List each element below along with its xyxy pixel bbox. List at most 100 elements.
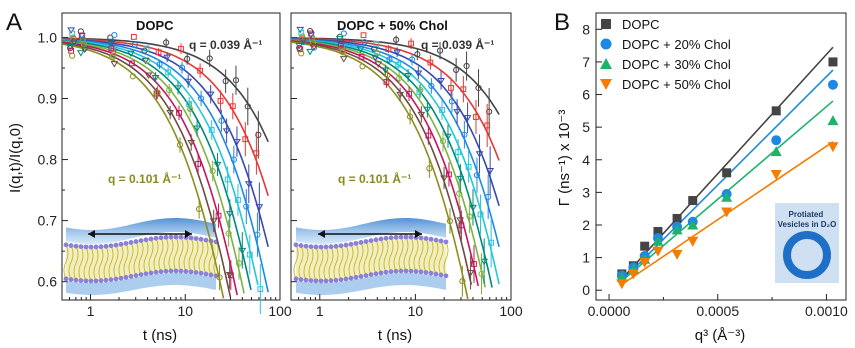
lipid-head <box>173 268 179 274</box>
lipid-head <box>443 273 449 279</box>
lipid-tail <box>373 239 379 274</box>
lipid-tail <box>408 236 414 272</box>
lipid-tail <box>108 245 114 280</box>
data-point <box>255 204 264 211</box>
lipid-head <box>73 243 79 249</box>
data-point <box>463 115 472 122</box>
lipid-head <box>403 268 409 274</box>
axis-ticks: 0.0000 0.0005 0.0010 0 1 2 3 4 5 6 7 8 <box>582 21 848 319</box>
data-point <box>143 45 150 52</box>
data-point <box>195 160 202 167</box>
lipid-head <box>193 236 199 241</box>
data-point <box>144 72 153 80</box>
y-tick-label: 6 <box>582 87 590 103</box>
data-point <box>827 142 839 153</box>
data-point <box>208 127 215 133</box>
lipid-tail <box>348 244 354 279</box>
annotation-q-low: q = 0.039 Å⁻¹ <box>421 37 494 52</box>
lipid-tail <box>363 241 369 276</box>
lipid-head <box>333 243 339 249</box>
lipid-head <box>348 241 354 247</box>
fit-curve <box>290 41 469 300</box>
lipid-head <box>108 243 114 249</box>
lipid-tail <box>158 237 164 272</box>
lipid-head <box>133 239 139 244</box>
lipid-head <box>383 235 389 241</box>
data-point <box>166 109 175 117</box>
arrow-head <box>88 230 95 238</box>
lipid-head <box>368 272 374 277</box>
data-points <box>66 27 264 314</box>
data-point <box>184 55 191 62</box>
data-point <box>154 89 161 96</box>
x-axis-label: q³ (Å⁻³) <box>695 327 745 344</box>
data-point <box>198 95 205 102</box>
data-point <box>453 109 462 116</box>
data-point <box>408 56 416 63</box>
lipid-head <box>113 242 119 248</box>
lipid-head <box>88 278 94 284</box>
data-point <box>439 138 447 145</box>
data-point <box>600 79 612 90</box>
bilayer-core <box>66 237 216 281</box>
x-tick-label: 0.0000 <box>588 303 631 319</box>
data-point <box>106 38 115 46</box>
data-point <box>339 56 348 63</box>
data-point <box>627 269 639 280</box>
lipid-head <box>103 277 109 283</box>
data-point <box>225 272 234 279</box>
lipid-head <box>408 268 414 274</box>
lipid-head <box>113 276 119 282</box>
data-point <box>246 251 253 258</box>
lipid-head <box>163 268 169 274</box>
lipid-tail <box>168 236 174 272</box>
lipid-head <box>133 273 139 278</box>
lipid-head <box>383 269 389 275</box>
data-point <box>440 175 448 182</box>
data-point <box>222 78 229 85</box>
data-point <box>395 61 402 68</box>
data-point <box>213 161 222 169</box>
y-tick-label: 0.7 <box>38 213 58 229</box>
y-tick-label: 0 <box>582 282 590 298</box>
data-point <box>69 30 76 37</box>
data-point <box>640 241 650 251</box>
fit-curve <box>290 39 493 288</box>
data-point <box>396 91 405 99</box>
lipid-head <box>403 234 409 240</box>
lipid-tail <box>338 245 344 280</box>
data-point <box>426 165 433 172</box>
lipid-head <box>303 243 309 249</box>
data-point <box>300 38 307 46</box>
data-point <box>453 66 460 73</box>
lipid-head <box>308 244 314 249</box>
data-point <box>417 111 426 119</box>
lipid-head <box>423 236 429 241</box>
data-point <box>466 269 475 277</box>
lipid-tail <box>183 237 189 272</box>
data-point <box>178 64 186 71</box>
data-point <box>193 125 201 132</box>
data-point <box>184 78 193 86</box>
lipid-tail <box>93 246 99 282</box>
lipid-head <box>418 235 424 241</box>
lipid-head <box>353 274 359 280</box>
lipid-tail <box>118 244 124 279</box>
data-point <box>406 90 412 97</box>
data-point <box>386 56 393 63</box>
data-point <box>217 97 224 104</box>
x-tick-label: 10 <box>177 303 193 319</box>
data-point <box>456 217 465 224</box>
x-tick-label: 100 <box>268 303 292 319</box>
legend-label: DOPC + 20% Chol <box>622 37 731 52</box>
data-point <box>130 33 137 40</box>
data-point <box>672 213 682 223</box>
lipid-head <box>398 234 404 240</box>
data-point <box>771 135 782 146</box>
lipid-head <box>78 244 84 249</box>
data-point <box>475 151 484 158</box>
legend-label: DOPC + 30% Chol <box>622 57 731 72</box>
data-point <box>600 38 612 50</box>
lipid-head <box>158 235 164 241</box>
lipid-head <box>193 270 199 275</box>
